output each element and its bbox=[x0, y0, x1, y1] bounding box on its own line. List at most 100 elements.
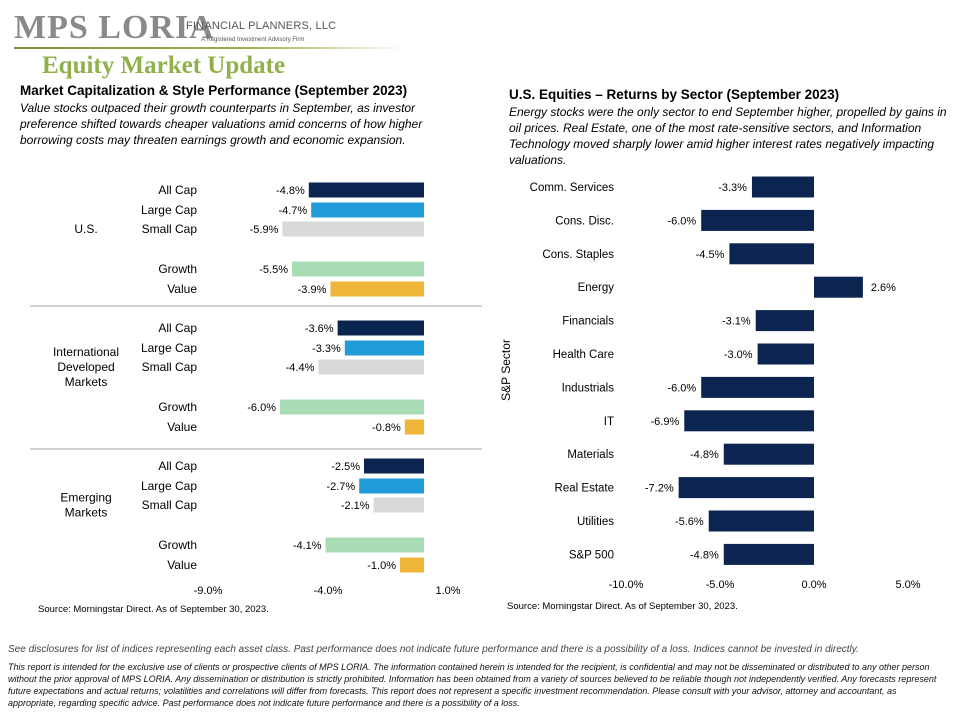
group-label: Emerging Markets bbox=[60, 491, 111, 520]
bar-category-label: Large Cap bbox=[141, 203, 197, 217]
sector-value-label: 2.6% bbox=[871, 282, 896, 294]
sector-bar bbox=[729, 243, 814, 265]
bar-category-label: Value bbox=[167, 420, 197, 434]
bar bbox=[280, 399, 424, 415]
sector-category-label: Utilities bbox=[577, 516, 614, 528]
group-label-line: Developed bbox=[57, 360, 114, 374]
bar bbox=[404, 419, 424, 435]
sector-value-label: -6.0% bbox=[667, 382, 696, 394]
group-label-line: Markets bbox=[65, 506, 108, 520]
bar-category-label: Growth bbox=[158, 262, 197, 276]
sector-value-label: -4.8% bbox=[690, 549, 719, 561]
disclosure-note: See disclosures for list of indices repr… bbox=[8, 644, 859, 655]
logo-subtitle: FINANCIAL PLANNERS, LLC bbox=[186, 20, 337, 32]
bar bbox=[364, 458, 424, 474]
sector-category-label: S&P 500 bbox=[569, 549, 614, 561]
bar-value-label: -1.0% bbox=[367, 560, 396, 572]
x-tick-label: 1.0% bbox=[435, 585, 460, 597]
bar-category-label: Value bbox=[167, 282, 197, 296]
left-chart-description: Value stocks outpaced their growth count… bbox=[20, 101, 423, 147]
sector-bar bbox=[684, 410, 814, 432]
group-label-line: Markets bbox=[65, 375, 108, 389]
bar-category-label: Growth bbox=[158, 400, 197, 414]
left-chart-title: Market Capitalization & Style Performanc… bbox=[20, 83, 408, 98]
bar-value-label: -6.0% bbox=[247, 402, 276, 414]
bar-value-label: -3.9% bbox=[298, 284, 327, 296]
bar bbox=[292, 261, 424, 277]
sector-returns-chart: Comm. Services -3.3% Cons. Disc. -6.0% Cons.… bbox=[499, 176, 921, 591]
group-label-line: International bbox=[53, 345, 119, 359]
bar bbox=[325, 537, 424, 553]
sector-category-label: Cons. Staples bbox=[542, 249, 614, 261]
right-chart-title: U.S. Equities – Returns by Sector (Septe… bbox=[509, 87, 840, 102]
bar bbox=[308, 182, 424, 198]
style-performance-chart: All Cap -4.8% Large Cap -4.7% Small Cap -5.9%… bbox=[30, 182, 482, 597]
bar bbox=[373, 497, 424, 513]
x-tick-label: 0.0% bbox=[801, 579, 826, 591]
y-axis-label: S&P Sector bbox=[499, 339, 513, 401]
sector-bar bbox=[755, 310, 814, 332]
group-label-line: Emerging bbox=[60, 491, 111, 505]
sector-category-label: Materials bbox=[567, 449, 614, 461]
sector-value-label: -3.1% bbox=[722, 316, 751, 328]
bar-value-label: -5.9% bbox=[250, 224, 279, 236]
bar-category-label: All Cap bbox=[158, 183, 197, 197]
page-title: Equity Market Update bbox=[42, 52, 286, 79]
group-label: U.S. bbox=[74, 222, 97, 236]
bar bbox=[337, 320, 424, 336]
bar-category-label: Small Cap bbox=[142, 360, 198, 374]
sector-value-label: -3.0% bbox=[724, 349, 753, 361]
bar-value-label: -3.6% bbox=[305, 323, 334, 335]
sector-value-label: -6.0% bbox=[667, 215, 696, 227]
bar-value-label: -4.8% bbox=[276, 185, 305, 197]
x-tick-label: -4.0% bbox=[314, 585, 343, 597]
company-logo: MPS LORIA FINANCIAL PLANNERS, LLC A Regi… bbox=[14, 10, 404, 50]
bar-category-label: Value bbox=[167, 558, 197, 572]
bar bbox=[330, 281, 424, 297]
bar-value-label: -2.7% bbox=[326, 481, 355, 493]
sector-value-label: -3.3% bbox=[718, 182, 747, 194]
bar-category-label: All Cap bbox=[158, 459, 197, 473]
sector-category-label: IT bbox=[604, 416, 614, 428]
bar-value-label: -3.3% bbox=[312, 343, 341, 355]
sector-value-label: -5.6% bbox=[675, 516, 704, 528]
x-tick-label: -5.0% bbox=[706, 579, 735, 591]
sector-bar bbox=[678, 477, 814, 499]
bar-value-label: -4.4% bbox=[286, 362, 315, 374]
bar-category-label: All Cap bbox=[158, 321, 197, 335]
sector-bar bbox=[723, 543, 814, 565]
bar bbox=[318, 359, 424, 375]
sector-category-label: Comm. Services bbox=[530, 182, 615, 194]
bar-category-label: Growth bbox=[158, 538, 197, 552]
legal-disclaimer: This report is intended for the exclusiv… bbox=[8, 662, 937, 708]
bar-value-label: -4.1% bbox=[293, 540, 322, 552]
bar bbox=[400, 557, 424, 573]
sector-bar bbox=[708, 510, 814, 532]
sector-bar bbox=[701, 209, 814, 231]
bar bbox=[311, 202, 424, 218]
x-tick-label: -10.0% bbox=[609, 579, 644, 591]
bar bbox=[359, 478, 424, 494]
sector-bar bbox=[701, 376, 814, 398]
bar-category-label: Large Cap bbox=[141, 479, 197, 493]
sector-category-label: Cons. Disc. bbox=[555, 215, 614, 227]
group-label-line: U.S. bbox=[74, 222, 97, 236]
logo-rule bbox=[14, 47, 404, 49]
sector-category-label: Real Estate bbox=[555, 483, 614, 495]
logo-wordmark: MPS LORIA bbox=[14, 9, 215, 46]
x-tick-label: -9.0% bbox=[194, 585, 223, 597]
bar bbox=[344, 340, 424, 356]
sector-category-label: Financials bbox=[562, 316, 614, 328]
bar bbox=[282, 221, 424, 237]
sector-category-label: Health Care bbox=[553, 349, 614, 361]
bar-value-label: -4.7% bbox=[278, 205, 307, 217]
right-chart-source: Source: Morningstar Direct. As of Septem… bbox=[507, 601, 738, 612]
bar-value-label: -2.5% bbox=[331, 461, 360, 473]
bar-value-label: -5.5% bbox=[259, 264, 288, 276]
left-chart-source: Source: Morningstar Direct. As of Septem… bbox=[38, 604, 269, 615]
sector-value-label: -4.5% bbox=[696, 249, 725, 261]
sector-value-label: -7.2% bbox=[645, 483, 674, 495]
sector-category-label: Industrials bbox=[562, 382, 615, 394]
sector-value-label: -4.8% bbox=[690, 449, 719, 461]
sector-value-label: -6.9% bbox=[651, 416, 680, 428]
